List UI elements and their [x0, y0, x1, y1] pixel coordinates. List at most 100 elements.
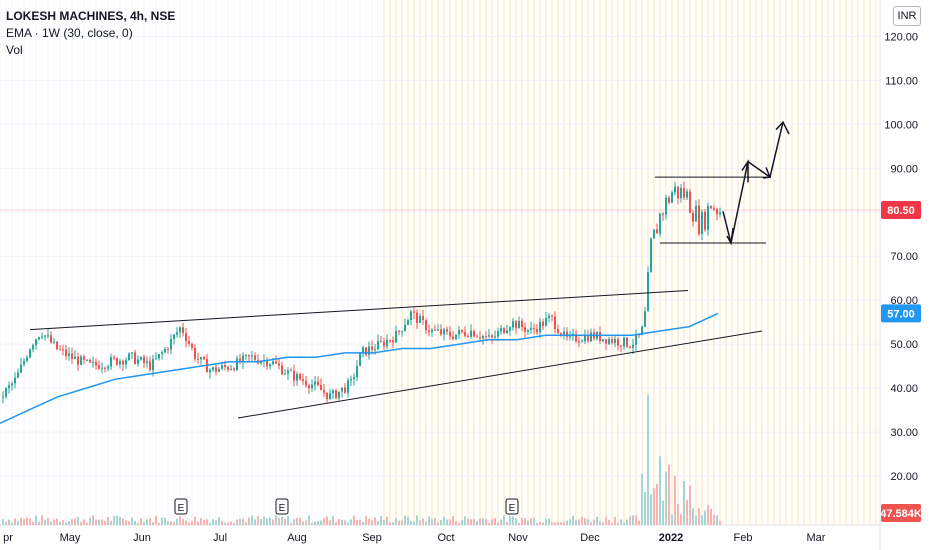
currency-button[interactable]: INR	[893, 6, 921, 26]
volume-bar	[56, 518, 58, 525]
volume-bar	[86, 522, 88, 525]
candle-body	[560, 333, 562, 336]
volume-value-badge: 47.584K	[880, 508, 922, 520]
x-tick-label: Jun	[133, 532, 151, 544]
volume-bar	[248, 517, 250, 525]
volume-bar	[449, 519, 451, 525]
candle-body	[353, 377, 355, 380]
candle-body	[317, 381, 319, 385]
volume-bar	[524, 517, 526, 525]
last-price-badge-bg	[881, 201, 921, 220]
x-tick-label: Jul	[213, 532, 227, 544]
candle-body	[41, 336, 43, 338]
candle-body	[548, 315, 550, 319]
volume-bar	[518, 522, 520, 525]
candle-body	[371, 346, 373, 350]
volume-bar	[182, 519, 184, 525]
y-tick-label: 20.00	[890, 471, 918, 483]
volume-bar	[539, 522, 541, 525]
volume-bar	[422, 518, 424, 525]
volume-bar	[476, 521, 478, 525]
candle-body	[467, 335, 469, 337]
candle-body	[470, 330, 472, 337]
volume-bar	[269, 517, 271, 525]
candle-body	[524, 327, 526, 332]
volume-bar	[707, 504, 709, 525]
candle-body	[149, 361, 151, 371]
candle-body	[449, 331, 451, 337]
candle-body	[605, 339, 607, 344]
volume-bar	[347, 522, 349, 525]
volume-bar	[521, 518, 523, 525]
volume-bar	[455, 521, 457, 525]
candle-body	[515, 321, 517, 329]
volume-bar	[293, 519, 295, 525]
volume-bar	[218, 517, 220, 525]
candle-body	[356, 366, 358, 378]
volume-bar	[341, 519, 343, 525]
volume-bar	[395, 518, 397, 525]
volume-bar	[506, 521, 508, 525]
candle-body	[608, 339, 610, 344]
volume-bar	[89, 517, 91, 525]
volume-bar	[698, 508, 700, 525]
volume-indicator-label[interactable]: Vol	[6, 43, 23, 57]
candle-body	[80, 356, 82, 365]
candle-body	[83, 356, 85, 360]
candle-body	[236, 358, 238, 371]
y-tick-label: 120.00	[884, 31, 918, 43]
volume-bar	[209, 522, 211, 525]
candle-body	[125, 360, 127, 365]
volume-bar	[110, 520, 112, 525]
candle-body	[482, 336, 484, 339]
volume-bar	[95, 519, 97, 525]
candle-body	[143, 357, 145, 363]
candle-body	[200, 356, 202, 360]
volume-bar	[107, 517, 109, 525]
candle-body	[389, 340, 391, 342]
volume-bar	[431, 518, 433, 525]
candle-body	[530, 327, 532, 330]
volume-bar	[158, 522, 160, 525]
volume-bar	[674, 475, 676, 525]
earnings-marker-label: E	[279, 503, 286, 514]
candle-body	[329, 393, 331, 399]
volume-bar	[284, 518, 286, 525]
x-tick-label: Mar	[807, 532, 826, 544]
volume-bar	[101, 519, 103, 525]
volume-bar	[221, 520, 223, 525]
volume-bar	[608, 519, 610, 525]
volume-bar	[122, 518, 124, 525]
candle-body	[239, 358, 241, 363]
candle-body	[326, 392, 328, 399]
candle-body	[224, 365, 226, 367]
volume-bar	[368, 518, 370, 525]
volume-bar	[362, 521, 364, 525]
volume-bar	[80, 521, 82, 525]
symbol-title: LOKESH MACHINES, 4h, NSE	[6, 9, 176, 23]
candle-body	[341, 387, 343, 392]
volume-bar	[62, 520, 64, 525]
volume-bar	[326, 516, 328, 525]
candle-body	[401, 330, 403, 332]
ema-indicator-label[interactable]: EMA · 1W (30, close, 0)	[6, 26, 133, 40]
volume-bar	[635, 515, 637, 525]
volume-bar	[404, 515, 406, 525]
volume-bar	[77, 516, 79, 525]
candle-body	[518, 320, 520, 329]
lower-trendline	[237, 330, 763, 419]
candle-body	[614, 339, 616, 343]
candle-body	[278, 363, 280, 366]
candle-body	[422, 315, 424, 321]
volume-bar	[272, 519, 274, 525]
candle-body	[521, 320, 523, 328]
candle-body	[413, 311, 415, 313]
candle-body	[503, 328, 505, 333]
volume-bar	[65, 522, 67, 525]
volume-bar	[416, 515, 418, 525]
candle-body	[305, 381, 307, 386]
candle-body	[650, 238, 652, 272]
candle-body	[242, 355, 244, 363]
candle-body	[194, 347, 196, 359]
